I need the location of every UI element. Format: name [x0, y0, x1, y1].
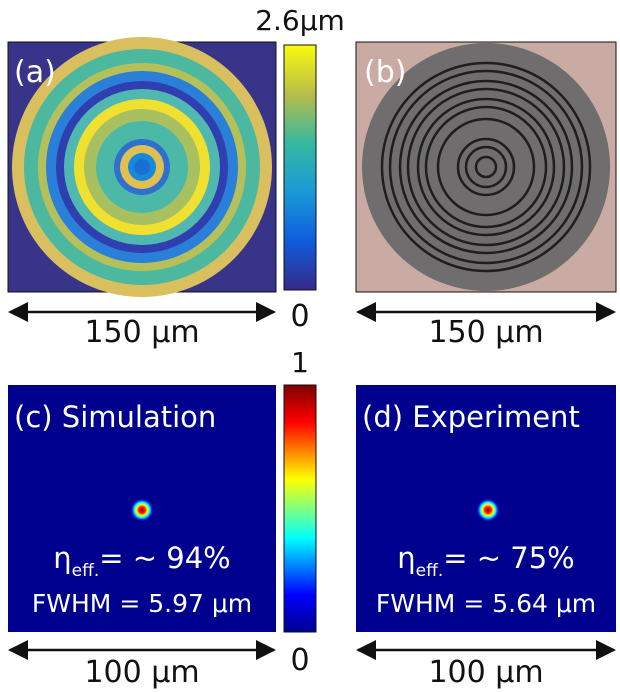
scale-label: 100 μm — [84, 655, 199, 690]
panel-c: (c) Simulation ηeff.= ~ 94% FWHM = 5.97 … — [8, 385, 276, 632]
value: = ~ 75% — [443, 541, 575, 575]
subscript: eff. — [416, 561, 444, 581]
colorbar-min: 0 — [290, 643, 309, 678]
panel-b: (b) — [356, 42, 616, 292]
colorbar-max: 2.6μm — [255, 4, 345, 37]
colorbar-min: 0 — [290, 299, 309, 334]
scale-label: 150 μm — [84, 315, 199, 350]
fwhm: FWHM = 5.64 μm — [376, 589, 596, 618]
panel-label: (b) — [364, 55, 406, 90]
figure: (a) 2.6μm 0 (b) 150 μm 150 μm (c) Simula… — [0, 0, 620, 692]
symbol: η — [53, 541, 71, 575]
fwhm: FWHM = 5.97 μm — [32, 589, 252, 618]
colorbar-max: 1 — [291, 346, 309, 379]
colorbar-c: 1 0 — [284, 346, 316, 678]
panel-label: (a) — [14, 55, 56, 90]
subscript: eff. — [72, 561, 100, 581]
value: = ~ 94% — [99, 541, 231, 575]
panel-label: (c) Simulation — [14, 400, 216, 434]
panel-label: (d) Experiment — [362, 400, 580, 434]
scale-label: 150 μm — [428, 315, 543, 350]
panel-d: (d) Experiment ηeff.= ~ 75% FWHM = 5.64 … — [356, 385, 616, 632]
symbol: η — [397, 541, 415, 575]
scale-label: 100 μm — [428, 655, 543, 690]
panel-a: (a) — [8, 37, 276, 297]
